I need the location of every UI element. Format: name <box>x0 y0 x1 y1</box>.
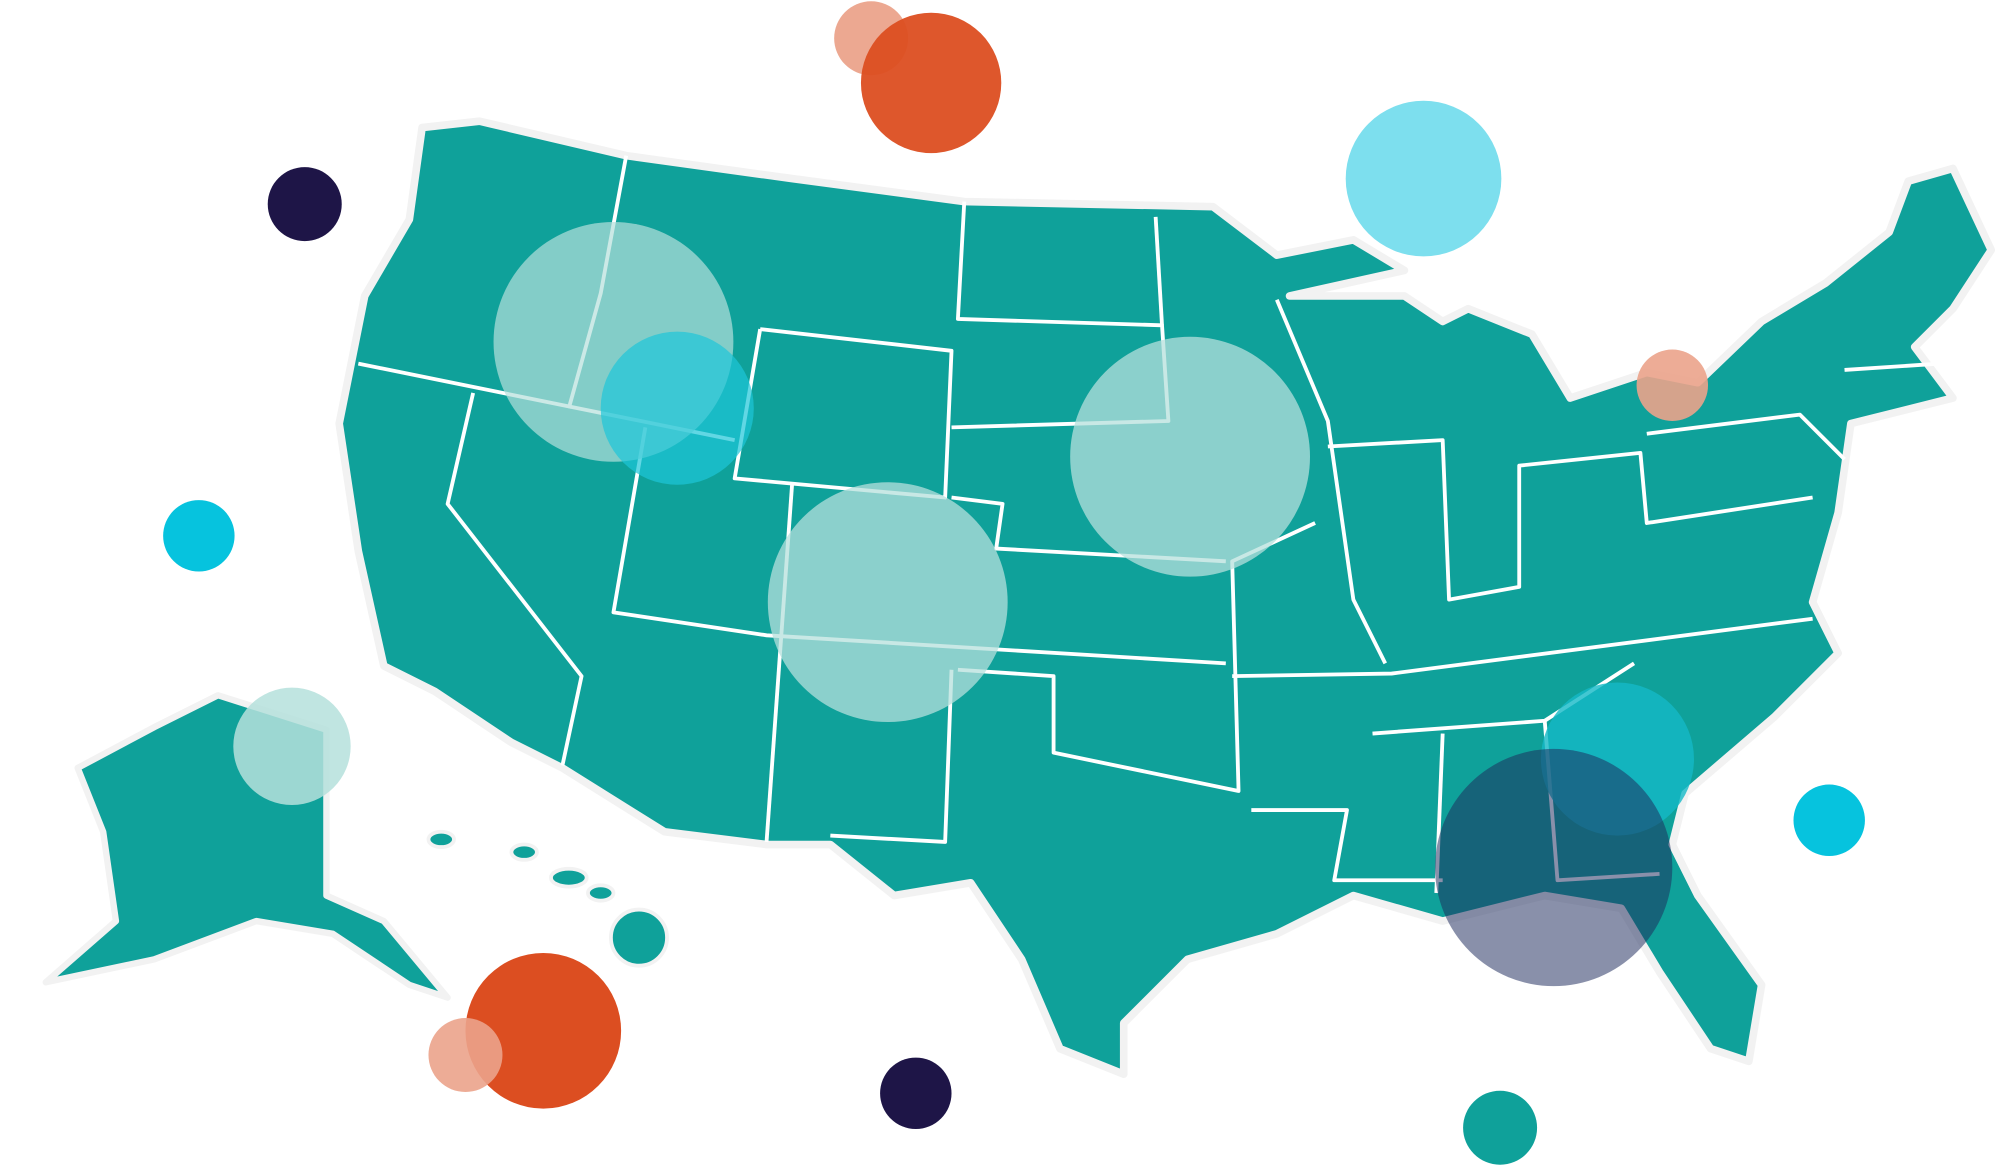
circle <box>1793 784 1865 857</box>
circle <box>428 1018 503 1093</box>
circle <box>600 331 754 485</box>
circle <box>1463 1090 1538 1165</box>
circle <box>233 687 351 805</box>
circle <box>1636 349 1709 421</box>
circle <box>1345 100 1502 257</box>
circle <box>860 12 1002 154</box>
us-map <box>42 117 1996 1078</box>
circle <box>1070 336 1310 577</box>
circle <box>163 500 235 572</box>
circle <box>767 482 1008 723</box>
circle <box>267 167 342 242</box>
circle <box>465 952 622 1109</box>
hawaii <box>426 829 669 968</box>
circle <box>880 1057 952 1130</box>
decorative-circles <box>163 1 1865 1165</box>
circle <box>1435 748 1673 987</box>
